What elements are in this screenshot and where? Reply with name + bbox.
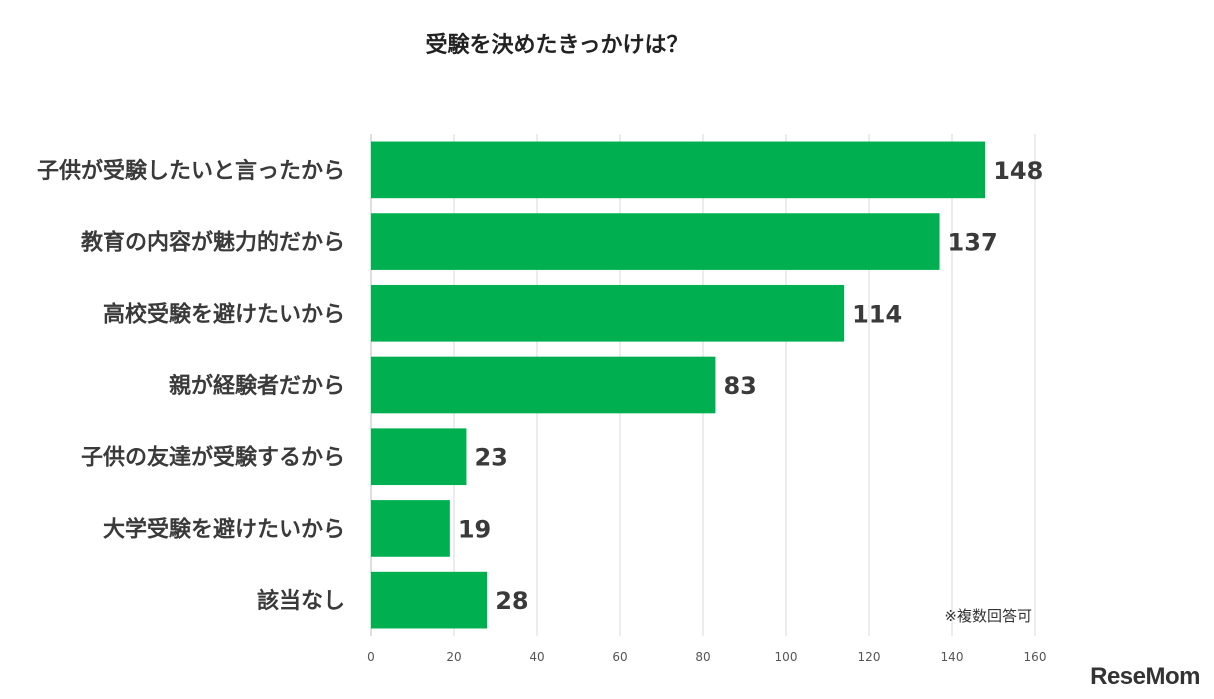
x-tick-label: 140 [941,650,964,664]
data-label: 83 [723,372,756,400]
bar [371,213,940,270]
bar [371,284,845,342]
x-axis-ticks: 0 20 40 60 80 100 120 140 160 [367,650,1046,664]
category-label: 親が経験者だから [169,373,345,399]
bar [371,141,986,199]
x-tick-label: 100 [775,650,798,664]
bar [371,500,450,557]
chart-title: 受験を決めたきっかけは？ [425,32,688,58]
bar [371,571,488,629]
x-tick-label: 20 [446,650,461,664]
data-label: 137 [948,229,998,257]
resemom-logo: ReseMom [1090,663,1200,691]
x-tick-label: 60 [612,650,627,664]
category-label: 大学受験を避けたいから [103,516,345,542]
x-tick-label: 40 [529,650,544,664]
logo-text: ReseMom [1090,663,1200,690]
data-label: 28 [495,587,528,615]
bar [371,356,716,414]
category-label: 該当なし [257,588,345,614]
bar [371,428,467,486]
data-label: 19 [458,515,491,543]
x-tick-label: 80 [695,650,710,664]
value-labels: 148 137 114 83 23 19 28 [458,157,1043,615]
category-label: 高校受験を避けたいから [103,301,345,327]
x-tick-label: 0 [367,650,375,664]
category-label: 子供が受験したいと言ったから [37,158,345,184]
x-tick-label: 120 [858,650,881,664]
bars [371,141,986,629]
category-label: 教育の内容が魅力的だから [81,230,345,256]
data-label: 23 [474,444,507,472]
data-label: 148 [993,157,1043,185]
category-labels: 子供が受験したいと言ったから教育の内容が魅力的だから高校受験を避けたいから親が経… [37,158,345,614]
data-label: 114 [852,300,902,328]
category-label: 子供の友達が受験するから [81,445,345,471]
x-tick-label: 160 [1024,650,1047,664]
footnote: ※複数回答可 [944,607,1032,625]
